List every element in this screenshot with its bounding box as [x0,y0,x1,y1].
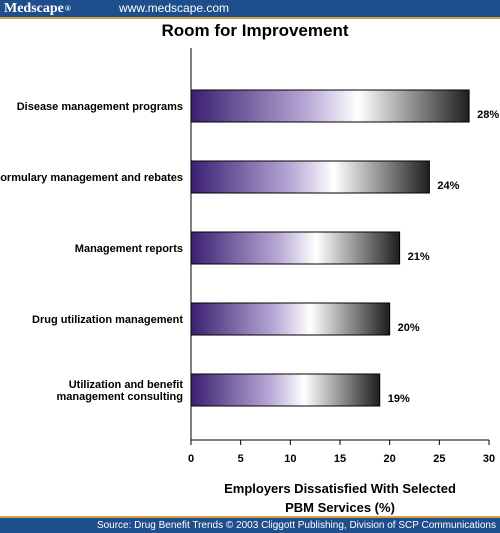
category-label-1: Disease management programs [17,101,183,113]
footer-bar: Source: Drug Benefit Trends © 2003 Cligg… [0,518,500,533]
chart-title: Room for Improvement [161,21,349,40]
category-label-2: Formulary management and rebates [0,172,183,184]
value-label-5: 19% [388,393,410,405]
category-label-3: Management reports [75,243,183,255]
category-label-4: Drug utilization management [32,314,183,326]
x-tick-label-20: 20 [384,453,396,465]
header-divider [0,17,500,19]
bar-4 [190,302,391,336]
value-label-4: 20% [398,322,420,334]
category-label-5: Utilization and benefit management consul… [56,379,183,403]
medscape-logo[interactable]: Medscape® [4,0,71,17]
x-tick-label-10: 10 [284,453,296,465]
x-tick-label-15: 15 [334,453,346,465]
x-tick-label-25: 25 [433,453,445,465]
bar-5 [190,373,381,407]
value-label-3: 21% [408,251,430,263]
logo-text: Medscape [4,1,64,16]
footer-divider [0,516,500,518]
header-bar: Medscape® www.medscape.com [0,0,500,17]
value-label-2: 24% [437,180,459,192]
bar-1 [190,89,470,123]
bar-2 [190,160,430,194]
registered-mark: ® [64,4,71,13]
value-label-1: 28% [477,109,499,121]
source-credit: Source: Drug Benefit Trends © 2003 Cligg… [96,520,496,531]
x-tick-label-5: 5 [238,453,244,465]
x-tick-label-0: 0 [188,453,194,465]
x-tick-label-30: 30 [483,453,495,465]
x-axis-title: Employers Dissatisfied With Selected PBM … [224,481,456,515]
site-url-link[interactable]: www.medscape.com [119,1,230,15]
bar-3 [190,231,401,265]
